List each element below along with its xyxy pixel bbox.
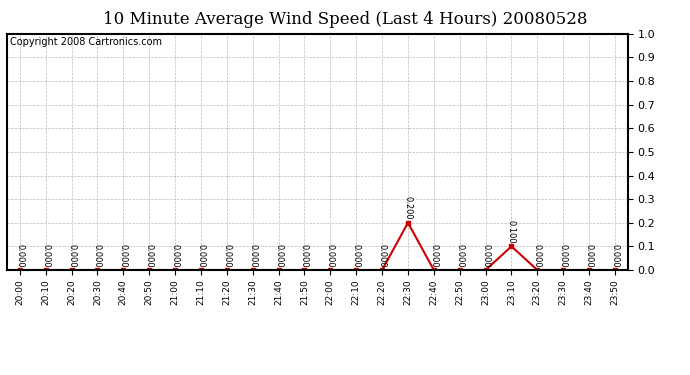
Text: 0.000: 0.000 [300,243,309,267]
Text: Copyright 2008 Cartronics.com: Copyright 2008 Cartronics.com [10,37,162,47]
Text: 0.000: 0.000 [119,243,128,267]
Text: 0.000: 0.000 [67,243,76,267]
Text: 0.200: 0.200 [404,196,413,220]
Text: 0.000: 0.000 [533,243,542,267]
Text: 0.000: 0.000 [352,243,361,267]
Text: 0.000: 0.000 [377,243,386,267]
Text: 0.000: 0.000 [197,243,206,267]
Text: 0.000: 0.000 [222,243,231,267]
Text: 0.000: 0.000 [326,243,335,267]
Text: 0.000: 0.000 [15,243,24,267]
Text: 0.000: 0.000 [611,243,620,267]
Text: 0.000: 0.000 [559,243,568,267]
Text: 0.000: 0.000 [455,243,464,267]
Text: 0.000: 0.000 [93,243,102,267]
Text: 0.100: 0.100 [507,220,516,243]
Text: 0.000: 0.000 [145,243,154,267]
Text: 10 Minute Average Wind Speed (Last 4 Hours) 20080528: 10 Minute Average Wind Speed (Last 4 Hou… [103,11,587,28]
Text: 0.000: 0.000 [248,243,257,267]
Text: 0.000: 0.000 [481,243,490,267]
Text: 0.000: 0.000 [170,243,179,267]
Text: 0.000: 0.000 [584,243,593,267]
Text: 0.000: 0.000 [41,243,50,267]
Text: 0.000: 0.000 [429,243,438,267]
Text: 0.000: 0.000 [274,243,283,267]
